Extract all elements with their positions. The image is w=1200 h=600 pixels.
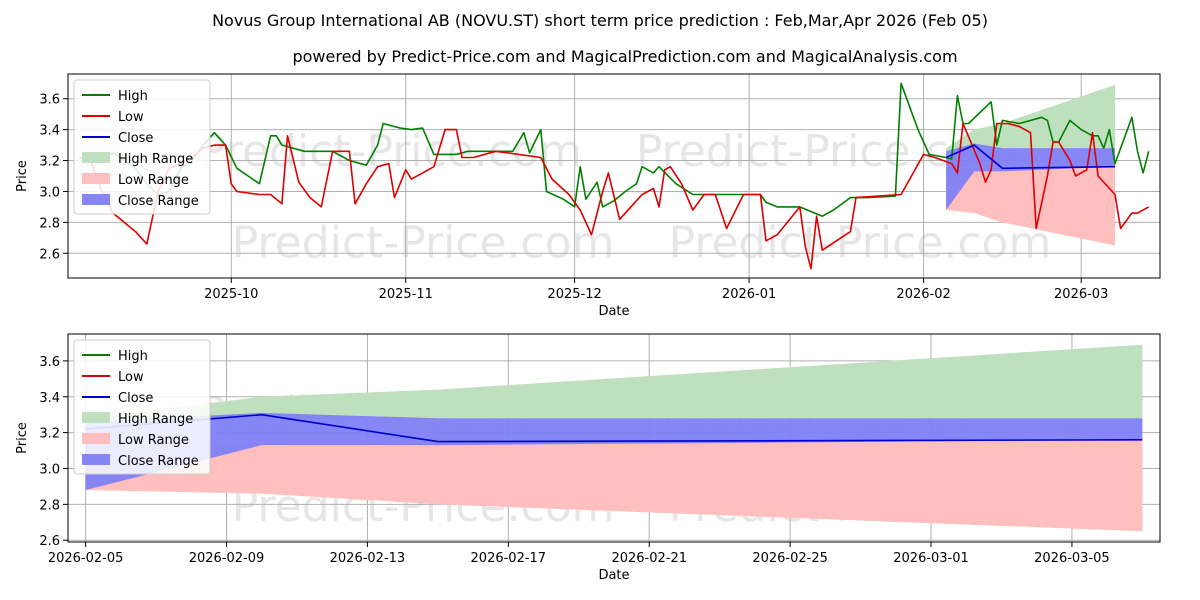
legend-label: High — [118, 349, 148, 364]
legend-label: Close — [118, 131, 153, 146]
y-tick-label: 2.8 — [39, 216, 60, 231]
x-tick-label: 2026-03-05 — [1034, 551, 1110, 566]
low-range-band — [946, 166, 1115, 246]
x-tick-label: 2026-02-13 — [330, 551, 406, 566]
legend-swatch-close-range — [82, 194, 110, 205]
x-tick-label: 2026-01 — [722, 287, 776, 302]
y-tick-label: 3.2 — [39, 427, 60, 442]
y-axis-label: Price — [15, 422, 30, 454]
y-tick-label: 3.4 — [39, 124, 60, 139]
plot-area — [85, 344, 1143, 532]
x-tick-label: 2025-12 — [547, 287, 601, 302]
chart-title: Novus Group International AB (NOVU.ST) s… — [212, 11, 988, 30]
watermark-text: Predict-Price.com — [232, 218, 615, 269]
legend-swatch-low-range — [82, 433, 110, 444]
x-tick-label: 2026-03-01 — [893, 551, 969, 566]
top-panel: Predict-Price.com Predict-Price.comPredic… — [15, 73, 1161, 319]
x-tick-label: 2026-02-25 — [752, 551, 828, 566]
legend-label: Close Range — [118, 194, 199, 209]
close-range-band — [85, 412, 1143, 490]
legend-swatch-close-range — [82, 454, 110, 465]
y-tick-label: 3.6 — [39, 355, 60, 370]
legend-label: High Range — [118, 152, 193, 167]
x-tick-label: 2025-11 — [379, 287, 433, 302]
y-tick-label: 3.0 — [39, 462, 60, 477]
y-tick-label: 3.2 — [39, 155, 60, 170]
y-tick-label: 2.8 — [39, 498, 60, 513]
y-tick-label: 3.4 — [39, 391, 60, 406]
legend-swatch-low-range — [82, 173, 110, 184]
legend-label: Low — [118, 370, 144, 385]
plot-area — [79, 82, 1150, 270]
bottom-panel: Predict-Price.comPredict-Price.comPredic… — [15, 333, 1161, 583]
chart-subtitle: powered by Predict-Price.com and Magical… — [292, 47, 957, 66]
x-tick-label: 2026-02 — [896, 287, 950, 302]
legend: High Low Close High Range Low Range Close Ran… — [73, 79, 211, 215]
x-axis-label: Date — [598, 304, 629, 319]
legend-label: Low Range — [118, 433, 189, 448]
y-tick-label: 3.0 — [39, 185, 60, 200]
legend-label: Low Range — [118, 173, 189, 188]
high-line — [79, 82, 1150, 217]
plot-frame — [67, 333, 1161, 543]
x-axis-label: Date — [598, 568, 629, 583]
y-axis-label: Price — [15, 160, 30, 192]
y-tick-label: 2.6 — [39, 534, 60, 549]
x-tick-label: 2026-03 — [1054, 287, 1108, 302]
legend-label: High — [118, 89, 148, 104]
y-tick-label: 2.6 — [39, 247, 60, 262]
x-tick-label: 2025-10 — [204, 287, 258, 302]
x-tick-label: 2026-02-05 — [48, 551, 124, 566]
x-tick-label: 2026-02-09 — [189, 551, 265, 566]
low-range-band — [85, 439, 1143, 532]
legend-label: Close Range — [118, 454, 199, 469]
high-range-band — [85, 344, 1143, 422]
legend: High Low Close High Range Low Range Close Ran… — [73, 339, 211, 475]
high-range-band — [946, 84, 1115, 152]
x-tick-label: 2026-02-21 — [611, 551, 687, 566]
close-line — [945, 144, 1116, 170]
legend-swatch-high-range — [82, 152, 110, 163]
legend-label: High Range — [118, 412, 193, 427]
close-range-band — [946, 143, 1115, 210]
legend-label: Close — [118, 391, 153, 406]
plot-frame — [67, 73, 1161, 279]
x-tick-label: 2026-02-17 — [471, 551, 547, 566]
legend-swatch-high-range — [82, 412, 110, 423]
legend-label: Low — [118, 110, 144, 125]
y-tick-label: 3.6 — [39, 93, 60, 108]
low-line — [79, 122, 1150, 270]
watermark-text: Predict-Price.com — [669, 218, 1052, 269]
